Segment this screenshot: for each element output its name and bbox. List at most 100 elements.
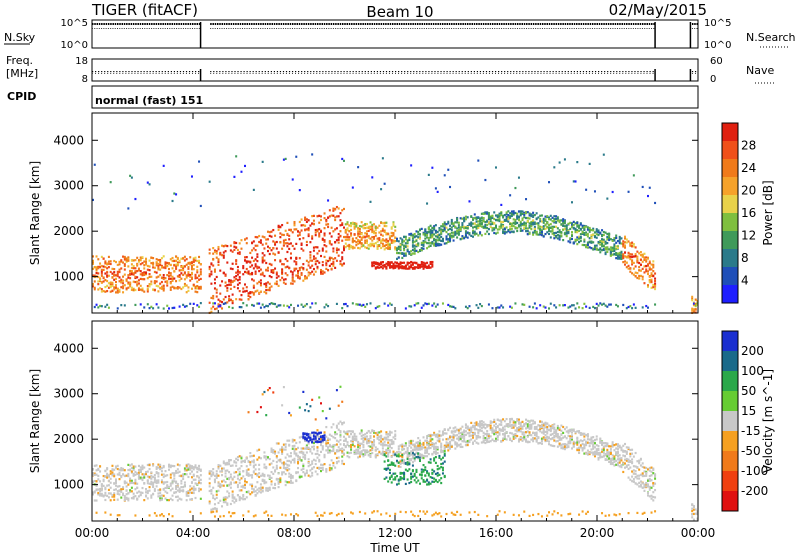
power-cell — [619, 236, 621, 238]
power-cell — [461, 222, 463, 224]
freq-point — [331, 71, 332, 72]
nsearch-point — [610, 28, 611, 29]
power-cell — [635, 307, 637, 309]
nave-point — [322, 73, 323, 74]
velocity-cell — [279, 460, 281, 462]
colorbar-segment — [722, 267, 738, 286]
power-cell — [115, 286, 117, 288]
power-cell — [562, 229, 564, 231]
velocity-cell — [283, 461, 285, 463]
power-cell — [239, 290, 241, 292]
power-cell — [571, 238, 573, 240]
power-cell — [315, 271, 317, 273]
power-cell — [652, 270, 654, 272]
power-cell — [555, 221, 557, 223]
nsearch-point — [187, 28, 188, 29]
velocity-cell — [288, 444, 290, 446]
velocity-cell — [161, 499, 163, 501]
power-cell — [405, 246, 407, 248]
nsky-point — [287, 23, 289, 25]
power-cell — [217, 246, 219, 248]
power-cell — [472, 231, 474, 233]
nsearch-point — [503, 28, 504, 29]
power-cell — [369, 238, 371, 240]
velocity-cell — [170, 474, 172, 476]
velocity-cell — [134, 482, 136, 484]
power-cell — [389, 265, 391, 267]
nave-point — [110, 73, 111, 74]
power-cell — [421, 265, 423, 267]
power-cell — [553, 304, 555, 306]
nsky-point — [381, 23, 383, 25]
power-cell — [620, 242, 622, 244]
velocity-cell — [269, 387, 271, 389]
velocity-cell — [248, 473, 250, 475]
power-cell — [124, 256, 126, 258]
nsky-point — [485, 23, 487, 25]
power-cell — [534, 231, 536, 233]
power-cell — [440, 228, 442, 230]
power-cell — [481, 219, 483, 221]
nsky-point — [219, 23, 221, 25]
velocity-cell — [122, 494, 124, 496]
nave-point — [271, 73, 272, 74]
velocity-cell — [248, 468, 250, 470]
nsearch-point — [506, 28, 507, 29]
velocity-cell — [161, 481, 163, 483]
nave-point — [601, 73, 602, 74]
power-cell — [258, 266, 260, 268]
nave-point — [337, 73, 338, 74]
power-cell — [113, 279, 115, 281]
power-cell — [352, 223, 354, 225]
power-cell — [553, 166, 555, 168]
power-cell — [147, 285, 149, 287]
power-cell — [172, 278, 174, 280]
velocity-cell — [177, 472, 179, 474]
nsky-point — [499, 23, 501, 25]
power-cell — [361, 305, 363, 307]
power-cell — [371, 228, 373, 230]
power-cell — [564, 233, 566, 235]
power-cell — [598, 234, 600, 236]
power-cell — [184, 285, 186, 287]
power-cell — [170, 272, 172, 274]
power-cell — [115, 281, 117, 283]
nave-point — [465, 73, 466, 74]
velocity-cell — [256, 411, 258, 413]
power-cell — [163, 274, 165, 276]
power-cell — [223, 254, 225, 256]
power-cell — [414, 236, 416, 238]
power-cell — [260, 291, 262, 293]
power-cell — [543, 235, 545, 237]
power-cell — [361, 243, 363, 245]
nsearch-point — [394, 28, 395, 29]
power-cell — [352, 302, 354, 304]
power-cell — [223, 245, 225, 247]
velocity-cell — [193, 486, 195, 488]
power-cell — [302, 224, 304, 226]
power-cell — [263, 275, 265, 277]
power-cell — [297, 305, 299, 307]
nsky-point — [558, 23, 560, 25]
power-cell — [470, 223, 472, 225]
power-cell — [603, 241, 605, 243]
velocity-cell — [111, 474, 113, 476]
velocity-cell — [147, 475, 149, 477]
power-cell — [221, 301, 223, 303]
nsearch-point — [583, 28, 584, 29]
power-cell — [274, 303, 276, 305]
power-cell — [438, 238, 440, 240]
nsearch-point — [603, 28, 604, 29]
velocity-cell — [216, 475, 218, 477]
power-cell — [357, 243, 359, 245]
power-cell — [438, 234, 440, 236]
velocity-cell — [290, 474, 292, 476]
nsearch-point — [410, 28, 411, 29]
nsearch-point — [567, 28, 568, 29]
velocity-cell — [198, 480, 200, 482]
power-cell — [352, 247, 354, 249]
nave-point — [174, 73, 175, 74]
power-cell — [99, 305, 101, 307]
power-cell — [499, 213, 501, 215]
power-cell — [145, 263, 147, 265]
